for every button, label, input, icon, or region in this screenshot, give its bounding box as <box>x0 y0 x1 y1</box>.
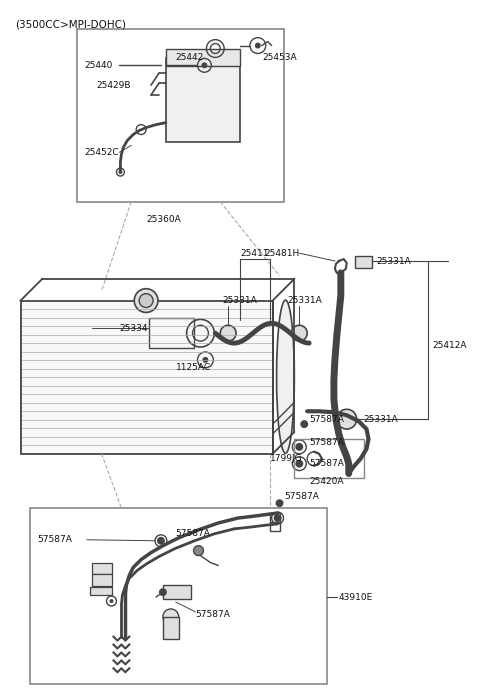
Bar <box>21 301 273 454</box>
Circle shape <box>157 537 165 545</box>
Text: 25331A: 25331A <box>363 415 398 424</box>
Circle shape <box>300 420 308 428</box>
Circle shape <box>159 588 167 596</box>
Text: 25360A: 25360A <box>146 215 181 224</box>
Circle shape <box>274 514 281 522</box>
Circle shape <box>291 325 307 341</box>
Bar <box>294 439 363 479</box>
Text: 25331A: 25331A <box>376 257 411 266</box>
Circle shape <box>220 325 236 341</box>
Bar <box>166 59 240 143</box>
Circle shape <box>193 546 204 556</box>
Text: 25412A: 25412A <box>433 340 467 350</box>
Circle shape <box>203 357 208 363</box>
Text: 25429B: 25429B <box>96 80 131 89</box>
Bar <box>30 508 327 684</box>
Circle shape <box>295 460 303 468</box>
Text: 25481H: 25481H <box>264 249 300 258</box>
Ellipse shape <box>276 300 294 453</box>
Bar <box>77 29 285 202</box>
Text: 25331A: 25331A <box>222 296 257 305</box>
Bar <box>163 617 179 639</box>
Circle shape <box>163 609 179 625</box>
Text: 1125AC: 1125AC <box>176 363 211 373</box>
Text: 57587A: 57587A <box>195 610 230 619</box>
Text: 43910E: 43910E <box>339 593 373 602</box>
Text: 57587A: 57587A <box>37 535 72 545</box>
Bar <box>92 575 111 586</box>
Text: (3500CC>MPI-DOHC): (3500CC>MPI-DOHC) <box>14 20 126 30</box>
Bar <box>355 256 372 268</box>
Bar <box>90 587 111 595</box>
Bar <box>92 563 111 575</box>
Text: 57587A: 57587A <box>285 492 319 500</box>
Bar <box>163 585 191 599</box>
Bar <box>270 513 279 531</box>
Circle shape <box>295 443 303 451</box>
Circle shape <box>202 62 207 69</box>
Text: 25411: 25411 <box>240 249 269 258</box>
Text: 25331A: 25331A <box>288 296 322 305</box>
Text: 57587A: 57587A <box>309 438 344 447</box>
Circle shape <box>109 599 113 603</box>
Circle shape <box>119 170 122 174</box>
Text: 57587A: 57587A <box>309 415 344 424</box>
Circle shape <box>276 499 284 507</box>
Text: 25440: 25440 <box>85 61 113 70</box>
Circle shape <box>337 410 357 429</box>
Circle shape <box>139 294 153 308</box>
Bar <box>166 48 240 66</box>
Text: 25453A: 25453A <box>263 53 297 62</box>
Text: 57587A: 57587A <box>309 459 344 468</box>
Circle shape <box>134 289 158 312</box>
Text: 57587A: 57587A <box>176 529 211 538</box>
Text: 25442: 25442 <box>176 53 204 62</box>
Text: 25452C: 25452C <box>85 147 120 157</box>
Circle shape <box>255 43 261 48</box>
Text: 1799JG: 1799JG <box>270 454 302 463</box>
Text: 25334: 25334 <box>120 324 148 333</box>
Text: 25420A: 25420A <box>309 477 344 486</box>
Bar <box>149 318 193 348</box>
